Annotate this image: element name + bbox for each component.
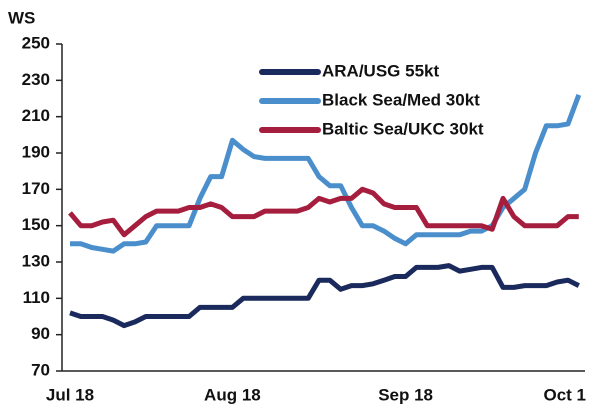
y-tick-label: 190 bbox=[22, 142, 50, 161]
y-tick-label: 250 bbox=[22, 33, 50, 52]
y-tick-label: 150 bbox=[22, 215, 50, 234]
y-tick-label: 90 bbox=[31, 324, 50, 343]
y-axis-label: WS bbox=[8, 8, 35, 27]
y-tick-label: 230 bbox=[22, 70, 50, 89]
y-tick-label: 170 bbox=[22, 179, 50, 198]
legend-label: Black Sea/Med 30kt bbox=[322, 90, 480, 109]
x-tick-label: Sep 18 bbox=[378, 385, 433, 404]
y-tick-label: 110 bbox=[23, 288, 50, 307]
series-line bbox=[68, 186, 579, 238]
x-tick-label: Aug 18 bbox=[204, 385, 261, 404]
series-line bbox=[69, 263, 580, 329]
x-tick-label: Jul 18 bbox=[46, 385, 94, 404]
series-line bbox=[70, 94, 582, 254]
y-tick-label: 210 bbox=[22, 106, 50, 125]
x-tick-label: Oct 1 bbox=[543, 385, 586, 404]
y-tick-label: 70 bbox=[31, 360, 50, 379]
y-tick-label: 130 bbox=[22, 251, 50, 270]
legend-label: ARA/USG 55kt bbox=[322, 61, 439, 80]
legend-label: Baltic Sea/UKC 30kt bbox=[322, 119, 484, 138]
